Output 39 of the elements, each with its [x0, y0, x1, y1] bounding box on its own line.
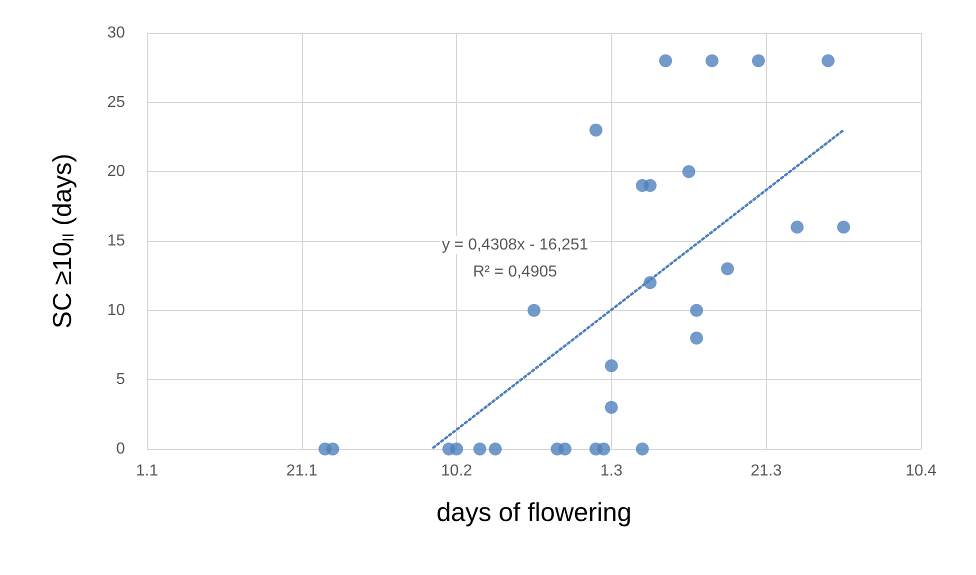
point [558, 442, 572, 456]
point [659, 54, 672, 68]
point [690, 304, 704, 317]
y-tick-label: 30 [107, 24, 126, 42]
y-tick-label: 0 [116, 440, 126, 458]
x-tick-label: 1.3 [600, 462, 623, 480]
point [528, 304, 540, 317]
point [450, 442, 464, 456]
x-tick-label: 21.3 [750, 462, 782, 480]
point [604, 359, 618, 372]
point [636, 442, 649, 456]
x-axis-title: days of flowering [436, 497, 632, 527]
point [721, 262, 734, 276]
y-tick-label: 5 [116, 371, 126, 388]
x-tick-label: 10.4 [905, 462, 937, 480]
point [822, 54, 835, 68]
x-tick-label: 1.1 [136, 462, 158, 480]
point [488, 442, 502, 456]
point [604, 400, 618, 414]
point [644, 179, 657, 192]
point [473, 442, 486, 456]
point [326, 442, 340, 456]
point [597, 442, 610, 456]
x-tick-label: 10.2 [441, 462, 472, 480]
point [752, 54, 765, 68]
x-tick-label: 21.1 [286, 462, 318, 480]
y-tick-label: 20 [107, 163, 126, 180]
annotation: R² = 0,4905 [472, 264, 558, 280]
point [690, 332, 704, 345]
y-tick-label: 10 [107, 302, 126, 319]
point [706, 54, 719, 68]
y-tick-label: 25 [107, 94, 126, 111]
point [589, 124, 602, 137]
point [682, 165, 696, 178]
point [790, 220, 804, 234]
y-tick-label: 15 [107, 232, 126, 250]
point [837, 220, 850, 234]
annotation: y = 0,4308x - 16,251 [442, 236, 588, 254]
y-axis-title: SC ≥10II (days) [47, 154, 78, 328]
